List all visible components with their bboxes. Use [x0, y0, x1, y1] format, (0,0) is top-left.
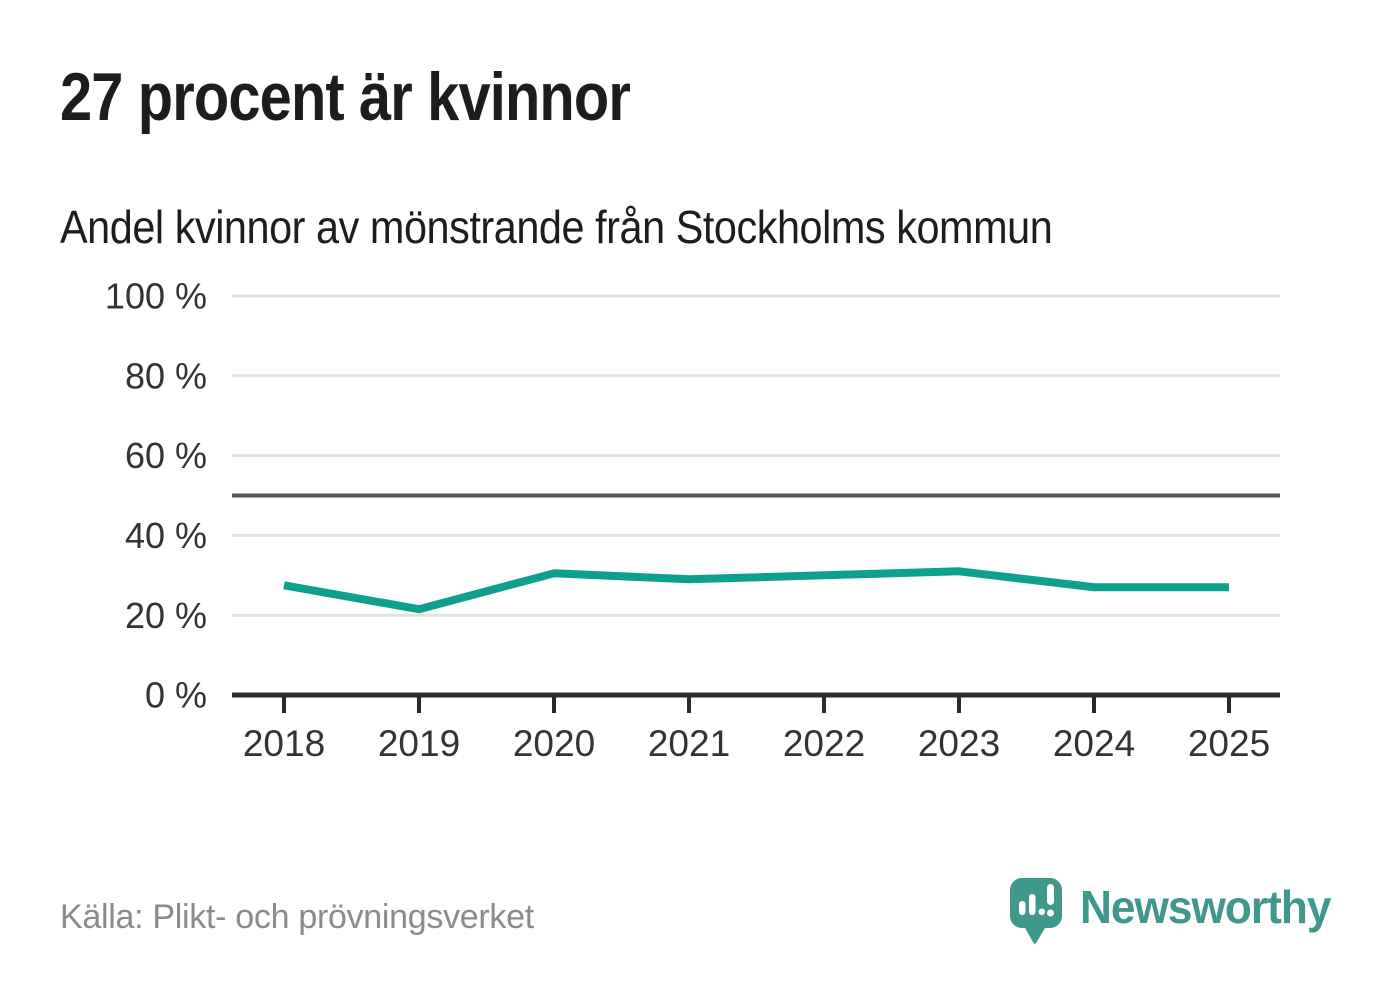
y-tick-label: 0 %	[145, 675, 207, 716]
newsworthy-logo-text: Newsworthy	[1080, 881, 1331, 933]
x-tick-label: 2020	[513, 723, 595, 764]
x-tick-label: 2022	[783, 723, 865, 764]
x-tick-label: 2018	[243, 723, 325, 764]
newsworthy-speech-bubble-bar-chart-icon	[1010, 878, 1062, 944]
x-tick-label: 2024	[1053, 723, 1135, 764]
logo-exclamation-bar	[1047, 884, 1054, 905]
y-tick-label: 80 %	[125, 355, 207, 396]
y-tick-label: 40 %	[125, 515, 207, 556]
logo-exclamation-dot	[1047, 909, 1054, 917]
x-tick-label: 2025	[1188, 723, 1270, 764]
newsworthy-logo: Newsworthy	[1008, 876, 1341, 948]
data-line-andel-kvinnor	[283, 567, 1229, 614]
chart-subtitle: Andel kvinnor av mönstrande från Stockho…	[60, 201, 1053, 253]
logo-bar-dot	[1038, 908, 1045, 915]
x-tick-label: 2021	[648, 723, 730, 764]
source-note: Källa: Plikt- och prövningsverket	[60, 898, 534, 936]
y-tick-label: 20 %	[125, 595, 207, 636]
logo-bar-tall	[1029, 894, 1036, 915]
logo-bar-small	[1019, 901, 1026, 915]
chart-title: 27 procent är kvinnor	[60, 59, 631, 135]
x-tick-label: 2019	[378, 723, 460, 764]
x-tick-label: 2023	[918, 723, 1000, 764]
y-tick-label: 100 %	[105, 276, 207, 317]
y-tick-label: 60 %	[125, 435, 207, 476]
